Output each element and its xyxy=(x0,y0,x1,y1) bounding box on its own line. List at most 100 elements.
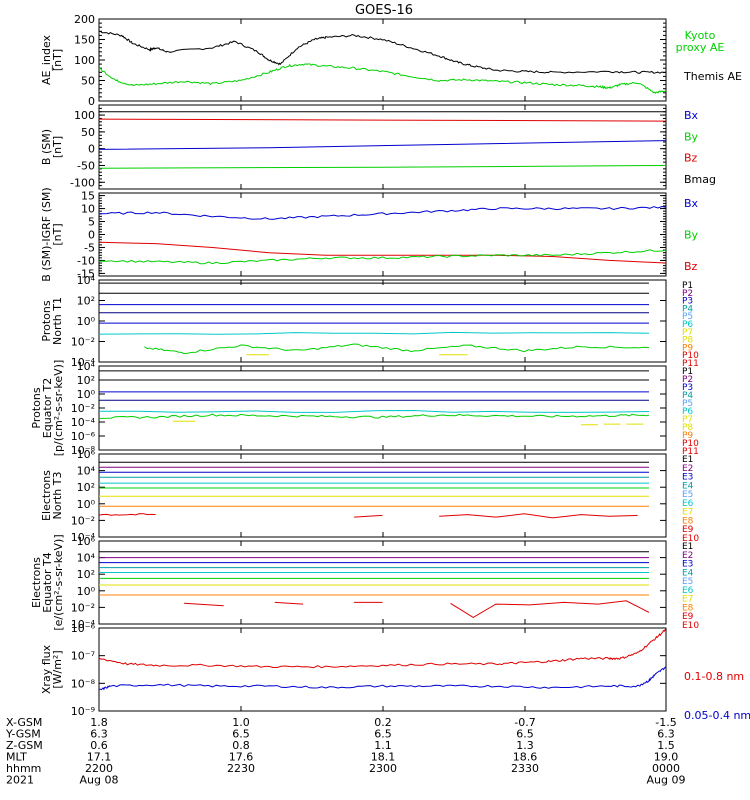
legend-entry: P2 xyxy=(682,289,693,299)
legend-entry: E9 xyxy=(682,612,694,622)
y-tick-label: 10⁻⁸ xyxy=(71,444,96,457)
axis-row-value: 2330 xyxy=(511,762,539,775)
legend-entry: P11 xyxy=(682,359,699,369)
legend-entry: Kyoto xyxy=(685,29,716,42)
y-tick-label: 10⁻² xyxy=(71,514,95,527)
axis-row-value: 1.1 xyxy=(374,739,392,752)
panel-frame xyxy=(98,540,667,625)
panel-frame xyxy=(98,192,667,277)
legend-entry: 0.1-0.8 nm xyxy=(684,670,744,683)
legend-entry: P7 xyxy=(682,415,693,425)
legend-entry: E1 xyxy=(682,455,693,465)
axis-row-value: -1.5 xyxy=(655,716,676,729)
y-tick-label: 50 xyxy=(81,126,95,139)
y-tick-label: 10⁻² xyxy=(71,402,95,415)
axis-row-value: 18.1 xyxy=(371,751,396,764)
series-line-3 xyxy=(98,249,667,265)
y-tick-label: 10⁴ xyxy=(77,465,96,478)
axis-row-value: 19.0 xyxy=(654,751,679,764)
y-tick-label: 10⁻⁷ xyxy=(71,650,95,663)
axis-row-label: MLT xyxy=(6,751,27,764)
y-tick-label: 10² xyxy=(77,295,95,308)
y-axis-label: AE_index xyxy=(40,34,53,85)
axis-row-label: 2021 xyxy=(6,774,34,787)
legend-entry: P5 xyxy=(682,399,693,409)
y-tick-label: 10² xyxy=(77,374,95,387)
y-tick-label: 0 xyxy=(88,229,95,242)
legend-entry: E7 xyxy=(682,508,693,518)
legend-entry: P9 xyxy=(682,431,693,441)
axis-row-value: 6.3 xyxy=(90,728,108,741)
y-axis-label: North T1 xyxy=(51,297,64,345)
series-line-3 xyxy=(98,140,667,150)
legend-entry: P8 xyxy=(682,336,693,346)
y-tick-label: 10 xyxy=(81,203,95,216)
series-line-5 xyxy=(98,409,650,413)
panel-frame xyxy=(98,453,667,538)
y-tick-label: 200 xyxy=(74,13,95,26)
series-line-9 xyxy=(98,513,156,516)
y-axis-label: Equator T4 xyxy=(41,552,54,612)
series-line-2 xyxy=(98,666,667,691)
plot-title: GOES-16 xyxy=(355,3,413,18)
axis-row-value: Aug 08 xyxy=(80,774,119,787)
y-axis-label: Protons xyxy=(30,387,43,428)
axis-row-value: 6.5 xyxy=(374,728,392,741)
y-axis-label: [p/(cm²-s-sr-keV)] xyxy=(52,360,65,457)
series-line-4 xyxy=(98,165,667,169)
y-axis-label: Electrons xyxy=(30,557,43,608)
legend-entry: P9 xyxy=(682,343,693,353)
series-line-2 xyxy=(98,241,667,264)
axis-row-value: 1.5 xyxy=(657,739,675,752)
axis-row-label: Z-GSM xyxy=(6,739,43,752)
axis-row-value: 17.6 xyxy=(229,751,254,764)
legend-entry: P6 xyxy=(682,407,693,417)
y-tick-label: 10² xyxy=(77,481,95,494)
legend-entry: P11 xyxy=(682,447,699,457)
series-line-12 xyxy=(450,600,650,618)
panel-frame xyxy=(98,104,667,190)
legend-entry: E3 xyxy=(682,473,693,483)
legend-entry: Bz xyxy=(684,152,698,165)
axis-row-value: 18.6 xyxy=(513,751,538,764)
legend-entry: E8 xyxy=(682,603,694,613)
series-line-10 xyxy=(274,601,304,605)
y-tick-label: -100 xyxy=(70,176,95,189)
y-axis-label: [nT] xyxy=(51,49,64,71)
series-line-11 xyxy=(439,513,638,519)
y-axis-label: [W/m²] xyxy=(51,650,64,688)
y-tick-label: 10⁶ xyxy=(77,535,96,548)
axis-row-label: X-GSM xyxy=(6,716,42,729)
y-tick-label: -15 xyxy=(77,267,95,280)
y-tick-label: 10⁻⁴ xyxy=(71,618,96,631)
y-tick-label: 10⁰ xyxy=(77,315,96,328)
axis-row-value: 6.3 xyxy=(657,728,675,741)
legend-entry: P2 xyxy=(682,375,693,385)
axis-row-value: 2200 xyxy=(85,762,113,775)
legend-entry: E10 xyxy=(682,534,699,544)
y-tick-label: 10⁴ xyxy=(77,552,96,565)
y-axis-label: Protons xyxy=(40,300,53,341)
panel-frame xyxy=(98,627,667,712)
legend-entry: E8 xyxy=(682,516,694,526)
y-axis-label: [nT] xyxy=(51,223,64,245)
y-tick-label: 10⁻² xyxy=(71,336,95,349)
legend-entry: E4 xyxy=(682,568,694,578)
panel-frame xyxy=(98,18,667,102)
legend-entry: E1 xyxy=(682,542,693,552)
legend-entry: P3 xyxy=(682,297,693,307)
legend-entry: P4 xyxy=(682,391,693,401)
legend-entry: P1 xyxy=(682,367,693,377)
axis-row-value: 0.8 xyxy=(232,739,250,752)
panel-8: 10⁻⁶ 10⁻⁷ 10⁻⁸ 10⁻⁹ Xray flux[W/m²] 0.1-0.8 n… xyxy=(40,622,750,722)
y-tick-label: 100 xyxy=(74,109,95,122)
y-tick-label: 10⁻⁸ xyxy=(71,677,96,690)
